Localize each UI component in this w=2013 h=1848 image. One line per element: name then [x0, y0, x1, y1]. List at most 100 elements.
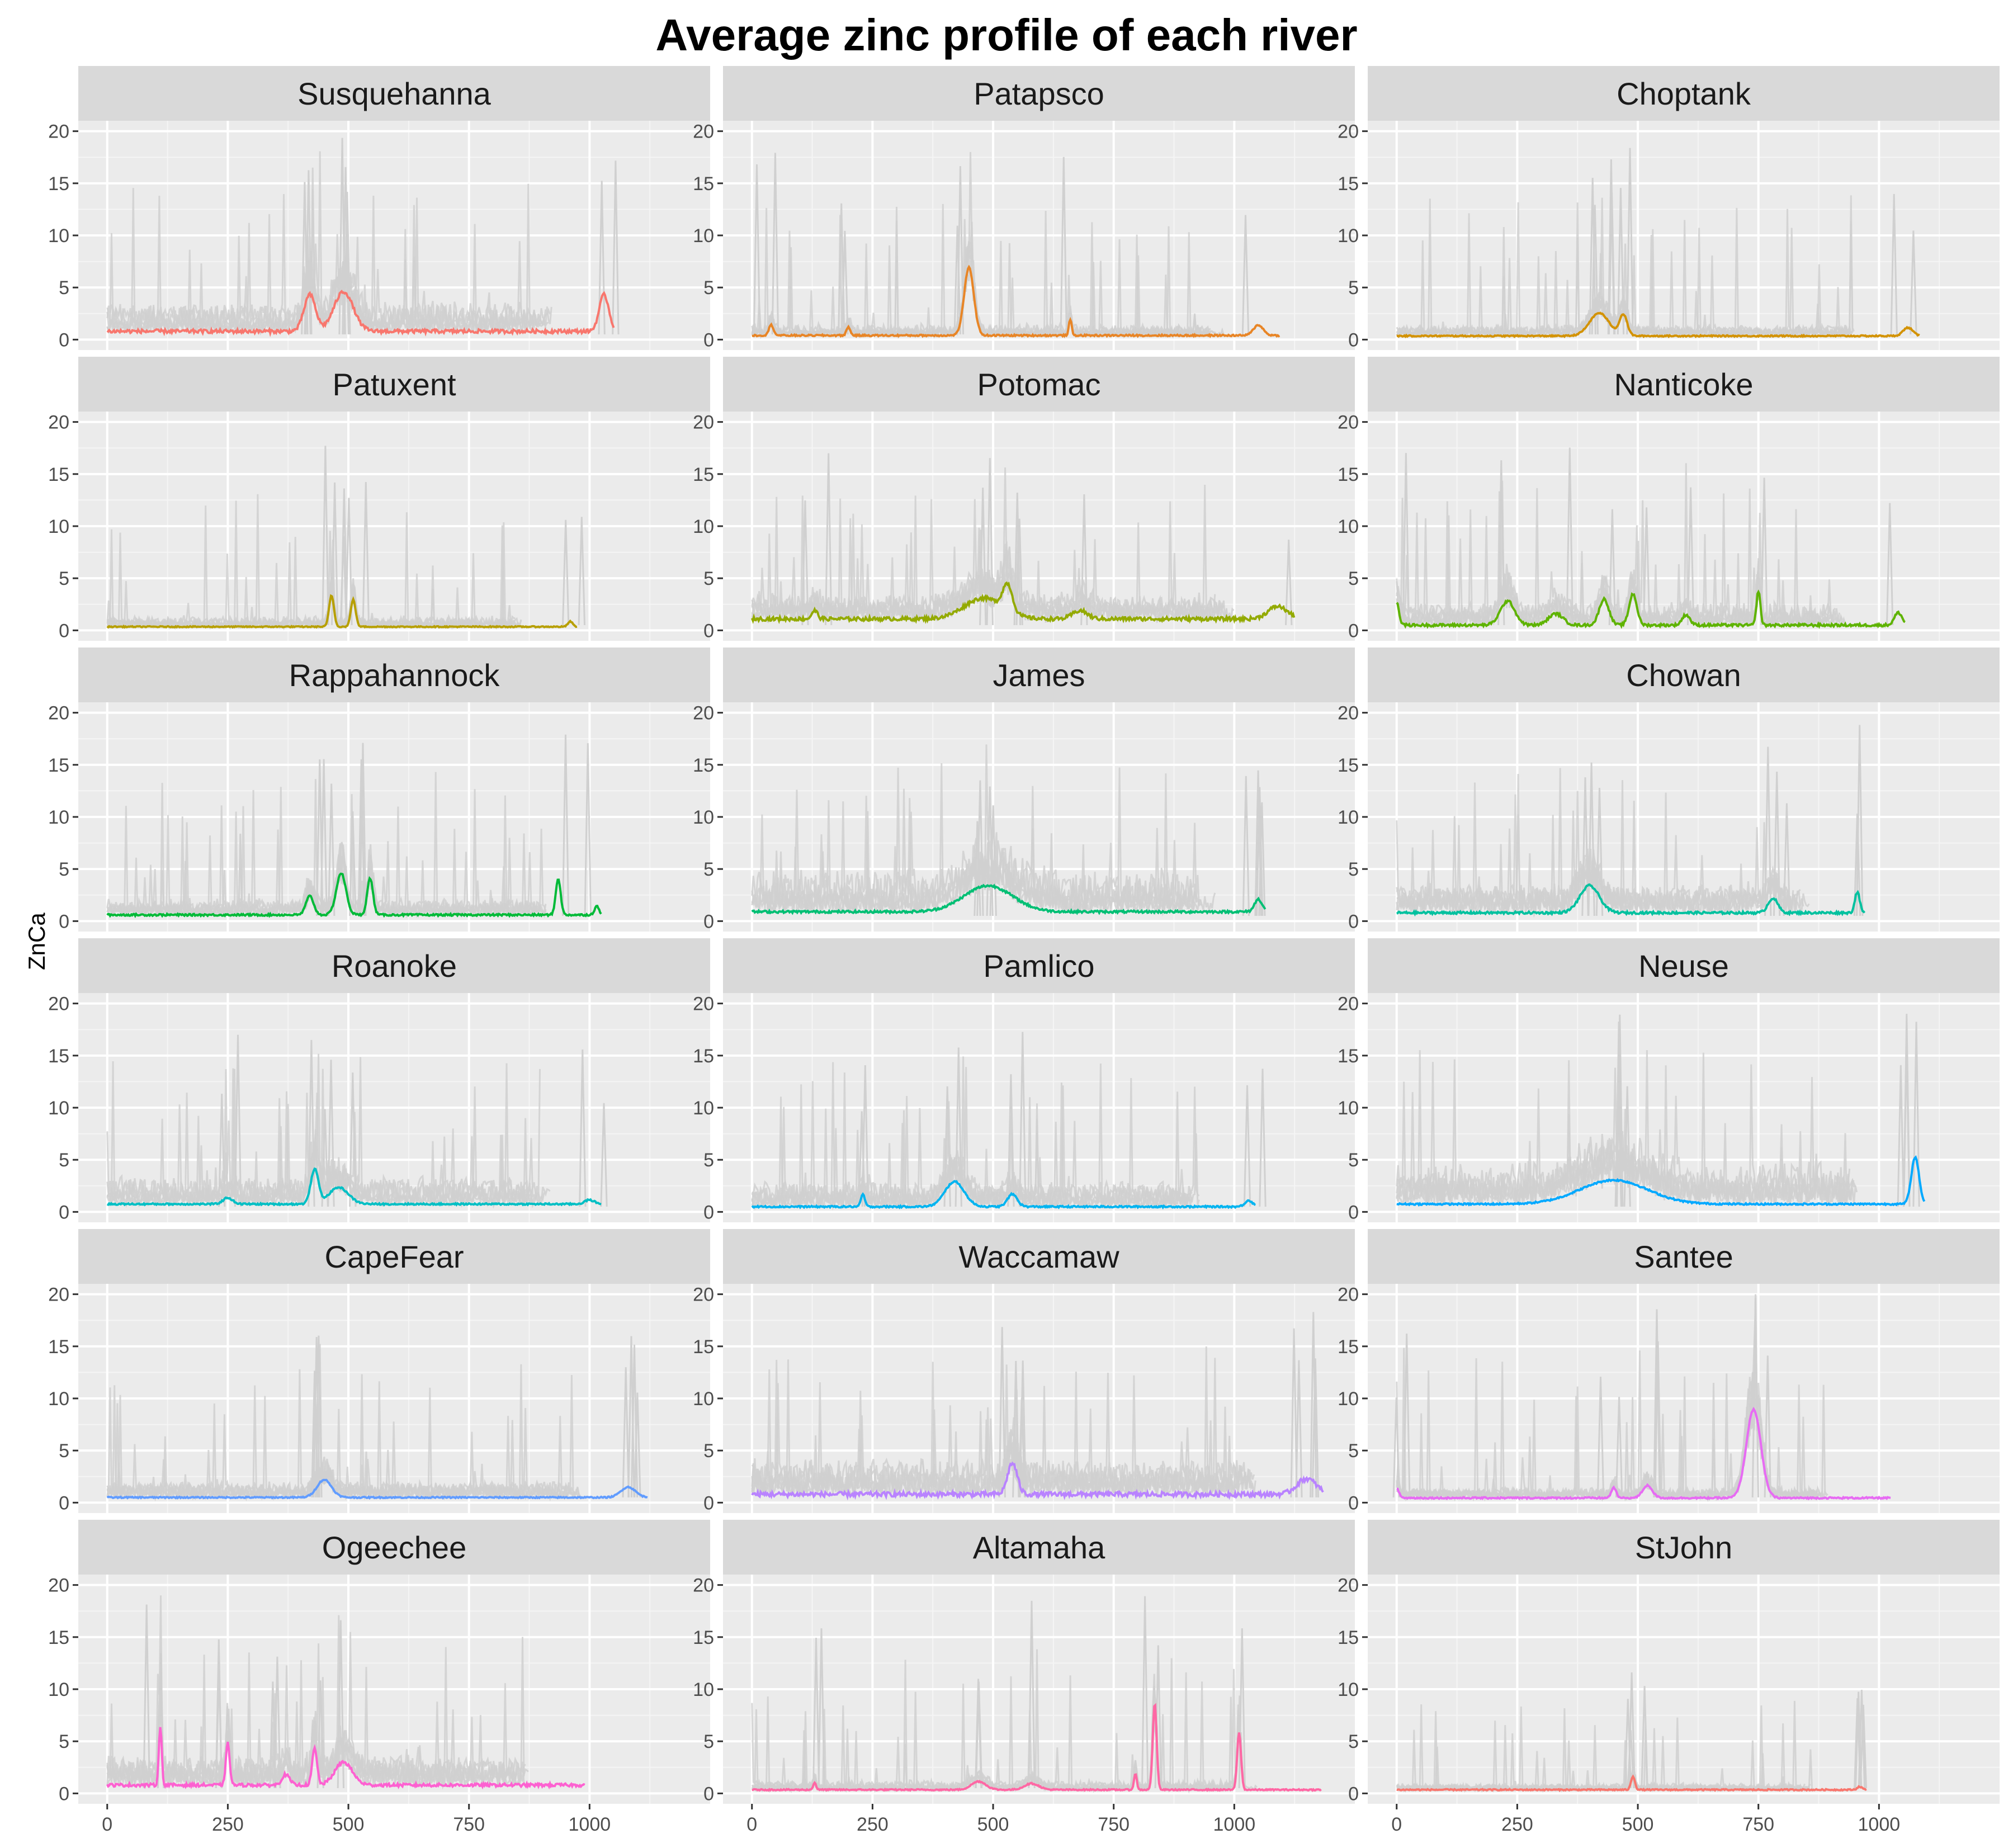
- y-tick-label: 20: [48, 1284, 69, 1306]
- individual-profile-spike: [234, 1034, 242, 1207]
- y-tick-label: 10: [693, 225, 714, 247]
- individual-profile-spike: [1013, 492, 1021, 626]
- individual-profile-spike: [1854, 1698, 1861, 1789]
- individual-profile-spike: [1018, 1397, 1026, 1498]
- x-tick-label: 750: [1742, 1814, 1774, 1835]
- y-tick-label: 0: [59, 1492, 69, 1514]
- facet-strip: [78, 647, 710, 702]
- y-tick-label: 5: [703, 277, 714, 299]
- individual-profile-spike: [1285, 540, 1293, 626]
- y-tick-label: 10: [693, 1388, 714, 1410]
- individual-profile-spike: [308, 1039, 315, 1207]
- individual-profile-spike: [1256, 787, 1264, 916]
- facet-panel-potomac: Potomac 0 5 10 15 20: [693, 357, 1355, 641]
- facet-strip: [78, 357, 710, 412]
- individual-profile-spike: [1615, 1397, 1623, 1498]
- x-tick-label: 250: [857, 1814, 889, 1835]
- y-tick-label: 5: [59, 568, 69, 589]
- individual-profile-spike: [1242, 776, 1250, 916]
- facet-strip-label: Potomac: [977, 367, 1101, 402]
- facet-strip: [78, 1229, 710, 1284]
- individual-profile-spike: [979, 488, 987, 626]
- individual-profile-line: [1396, 1705, 1811, 1793]
- individual-profile-spike: [1859, 1704, 1867, 1789]
- individual-profile-spike: [1773, 772, 1781, 916]
- facet-panel-patapsco: Patapsco 0 5 10 15 20: [693, 66, 1355, 351]
- y-tick-label: 0: [59, 1202, 69, 1223]
- facet-strip-label: Waccamaw: [958, 1239, 1119, 1274]
- y-tick-label: 10: [48, 225, 69, 247]
- facet-strip-label: Susquehanna: [297, 76, 492, 111]
- y-tick-label: 10: [1338, 807, 1359, 828]
- individual-profile-spike: [1607, 159, 1615, 335]
- facet-strip: [723, 357, 1355, 412]
- individual-profile-spike: [316, 1680, 324, 1789]
- individual-profile-spike: [1643, 507, 1651, 626]
- facet-panel-nanticoke: Nanticoke 0 5 10 15 20: [1338, 357, 2000, 641]
- y-tick-label: 15: [48, 1336, 69, 1358]
- individual-profile-spike: [1912, 1022, 1920, 1207]
- mean-profile-line: [751, 883, 1267, 915]
- y-tick-label: 15: [693, 173, 714, 195]
- individual-profile-line: [1396, 810, 1804, 915]
- facet-strip-label: Santee: [1634, 1239, 1733, 1274]
- y-tick-label: 0: [1348, 620, 1359, 641]
- individual-profile-spike: [1141, 1596, 1149, 1789]
- individual-profile-spike: [562, 519, 570, 626]
- individual-profile-spike: [1060, 157, 1067, 335]
- individual-profile-line: [751, 767, 1197, 914]
- mean-profile-line: [106, 872, 602, 918]
- individual-profile-spike: [359, 743, 367, 916]
- individual-profile-line: [751, 1359, 1252, 1497]
- individual-profile-spike: [313, 1337, 320, 1498]
- facet-strip: [1368, 938, 2000, 993]
- facet-strip-label: Patapsco: [974, 76, 1104, 111]
- individual-profile-spike: [1751, 1298, 1759, 1498]
- facet-strip-label: CapeFear: [324, 1239, 464, 1274]
- individual-profile-spike: [1764, 1355, 1771, 1498]
- individual-profile-spike: [812, 1638, 820, 1789]
- individual-profile-spike: [598, 181, 606, 335]
- x-tick-label: 250: [212, 1814, 244, 1835]
- x-tick-label: 0: [746, 1814, 757, 1835]
- y-tick-label: 20: [1338, 121, 1359, 143]
- y-tick-label: 0: [703, 1783, 714, 1804]
- individual-profile-spike: [1760, 478, 1768, 626]
- facet-strip-label: Ogeechee: [322, 1530, 466, 1565]
- facet-panel-rappahannock: Rappahannock 0 5 10 15 20: [48, 647, 710, 932]
- individual-profile-line: [106, 1069, 545, 1208]
- individual-profile-spike: [1566, 447, 1573, 626]
- facet-strip: [723, 647, 1355, 702]
- individual-profile-spike: [861, 1065, 869, 1207]
- facet-strip: [1368, 357, 2000, 412]
- individual-profile-spike: [1311, 1358, 1319, 1498]
- facet-strip-label: Pamlico: [983, 948, 1094, 984]
- y-tick-label: 20: [48, 121, 69, 143]
- y-tick-label: 10: [48, 516, 69, 537]
- facet-strip: [78, 66, 710, 121]
- individual-profile-spike: [1587, 762, 1595, 916]
- individual-profile-spike: [349, 811, 357, 916]
- individual-profile-spike: [600, 1103, 608, 1207]
- y-tick-label: 5: [1348, 1150, 1359, 1171]
- individual-profile-spike: [316, 759, 324, 916]
- facet-panel-patuxent: Patuxent 0 5 10 15 20: [48, 357, 710, 641]
- individual-profile-spike: [1623, 1086, 1631, 1207]
- y-tick-label: 15: [1338, 464, 1359, 485]
- facet-panel-chowan: Chowan 0 5 10 15 20: [1338, 647, 2000, 932]
- individual-profile-spike: [1019, 1032, 1027, 1207]
- facet-panel-choptank: Choptank 0 5 10 15 20: [1338, 66, 2000, 351]
- mean-profile-line: [751, 1461, 1324, 1501]
- individual-profile-spike: [338, 138, 346, 335]
- mean-profile-line: [752, 264, 1280, 338]
- mean-profile-line: [1396, 883, 1866, 917]
- facet-panel-neuse: Neuse 0 5 10 15 20: [1338, 938, 2000, 1223]
- individual-profile-spike: [1581, 777, 1589, 916]
- individual-profile-spike: [998, 1327, 1006, 1498]
- y-tick-label: 5: [1348, 277, 1359, 299]
- facet-panel-susquehanna: Susquehanna 0 5 10 15 20: [48, 66, 710, 351]
- facet-panel-altamaha: Altamaha 0 5 10 15 20 0 250 500 750 1000: [693, 1520, 1355, 1835]
- individual-profile-spike: [1910, 230, 1917, 335]
- y-tick-label: 0: [703, 911, 714, 932]
- individual-profile-spike: [1856, 725, 1864, 916]
